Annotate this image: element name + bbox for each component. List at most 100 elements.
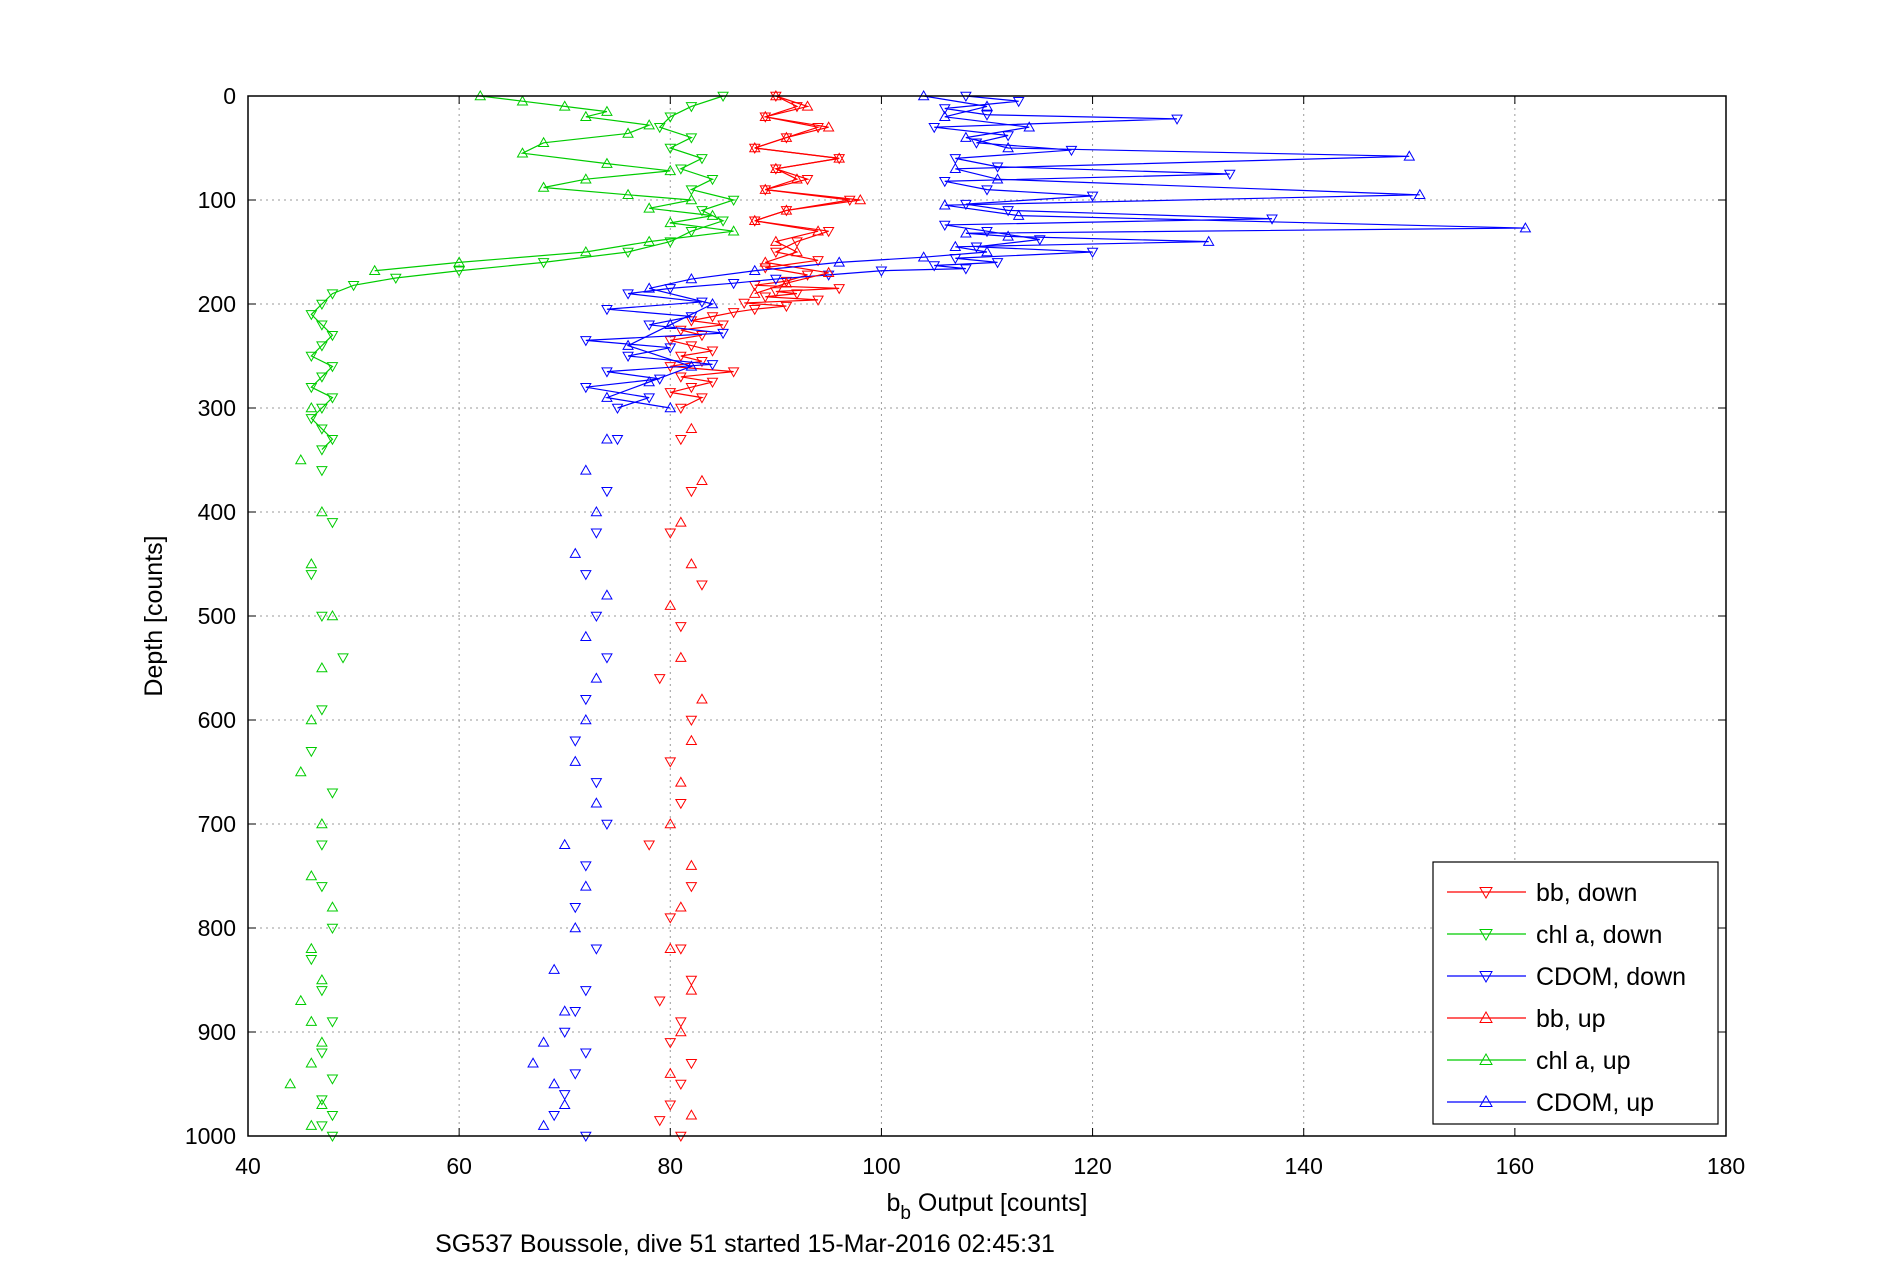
y-tick-label: 800 [198,915,236,941]
data-point [822,121,835,132]
data-point [706,360,719,371]
data-point [579,382,592,394]
data-point [685,1058,698,1070]
data-point [1519,222,1532,233]
data-point [316,445,328,456]
data-point [970,242,983,253]
data-point [558,1005,571,1016]
data-point [1086,247,1099,259]
data-point [769,274,782,286]
data-point [294,453,307,465]
legend-entry: CDOM, down [1536,963,1686,991]
data-point [548,963,561,974]
data-point [1012,96,1025,108]
data-point [738,298,751,309]
data-point [579,694,592,706]
data-point [453,266,466,277]
data-point [949,162,962,174]
data-point [1002,230,1014,241]
legend-entry: chl a, down [1536,921,1662,949]
data-point [284,1077,297,1089]
x-axis-label: bb Output [counts] [887,1189,1088,1224]
data-point [569,921,582,933]
data-point [326,330,339,342]
data-point [569,902,582,914]
data-point [685,734,698,746]
data-point [674,1017,687,1028]
data-point [326,289,339,300]
data-point [791,173,803,184]
data-point [780,301,793,313]
data-point [696,206,708,217]
data-point [769,287,782,298]
data-point [664,216,677,228]
data-point [780,204,793,215]
data-point [991,173,1004,184]
data-point [664,942,677,954]
data-point [305,351,318,363]
data-point [674,901,687,912]
data-point [579,630,592,642]
data-point [537,136,550,148]
data-point [527,1057,539,1068]
axis-ticks: 40 60 80 100 120 140 160 180 0 100 200 300 400 500 600… [185,83,1745,1179]
data-point [685,422,698,434]
data-point [674,516,687,527]
data-point [579,173,592,184]
data-point [664,318,677,330]
data-point [960,131,972,142]
data-point [981,245,993,257]
data-point [674,1079,687,1091]
data-point [674,351,687,363]
legend-marker [1479,929,1493,942]
data-point [706,174,719,186]
data-point [590,944,603,955]
data-point [664,817,677,829]
data-point [590,672,603,683]
data-point [558,1027,571,1039]
data-point [960,227,972,238]
data-point [685,984,698,995]
data-point [727,308,740,319]
data-point [611,403,624,415]
data-point [1002,206,1014,217]
data-point [316,1121,328,1132]
data-point [696,154,708,165]
y-tick-label: 900 [198,1019,236,1045]
data-point [875,266,888,277]
data-point [706,209,719,220]
data-point [812,122,824,134]
data-point [674,164,687,175]
data-point [791,289,803,300]
legend-marker [1479,1010,1493,1023]
x-tick-label: 40 [235,1153,261,1179]
y-tick-label: 600 [198,707,236,733]
data-point [305,942,318,954]
data-point [685,715,698,727]
data-point [453,256,466,267]
data-point [706,377,719,389]
data-point [537,181,550,192]
data-point [674,434,687,446]
data-point [326,434,339,446]
data-point [664,143,677,155]
data-point [685,193,698,205]
data-point [780,131,793,142]
data-point [326,1074,339,1085]
data-point [601,589,613,600]
data-point [316,705,328,716]
data-point [664,528,677,539]
data-point [664,343,677,354]
x-tick-label: 60 [446,1153,472,1179]
plot-series [284,89,1532,1143]
data-point [601,819,613,831]
x-tick-label: 100 [862,1153,900,1179]
data-point [664,1038,677,1049]
series-line [310,95,736,451]
data-point [316,424,328,435]
data-point [759,183,772,194]
data-point [305,746,318,758]
data-point [769,247,782,259]
data-point [579,713,592,725]
data-point [801,270,814,281]
